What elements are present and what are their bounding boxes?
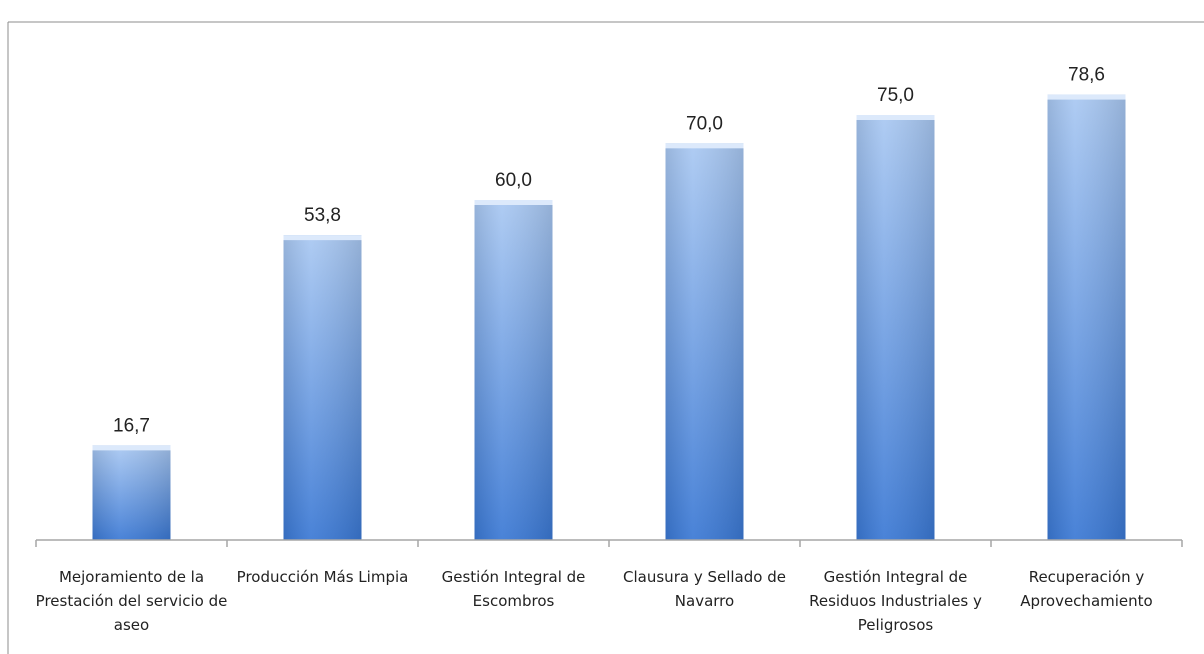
category-label-5: Gestión Integral de Residuos Industriales… xyxy=(809,568,982,634)
bar-shade xyxy=(474,200,553,540)
category-label-line: Residuos Industriales y xyxy=(809,592,982,610)
category-label-line: Navarro xyxy=(675,592,734,610)
bar-5 xyxy=(856,115,935,540)
category-label-line: Recuperación y xyxy=(1029,568,1145,586)
bar-shade xyxy=(92,445,171,540)
category-label-1: Mejoramiento de la Prestación del servici… xyxy=(36,568,228,634)
category-label-4: Clausura y Sellado de Navarro xyxy=(623,568,786,610)
bar-1 xyxy=(92,445,171,540)
category-label-line: Gestión Integral de xyxy=(824,568,968,586)
bar-3 xyxy=(474,200,553,540)
bar-cap xyxy=(92,445,171,451)
category-label-3: Gestión Integral de Escombros xyxy=(442,568,586,610)
bars-layer xyxy=(92,94,1126,541)
value-label-3: 60,0 xyxy=(495,170,532,191)
category-label-line: Aprovechamiento xyxy=(1020,592,1152,610)
category-label-line: Escombros xyxy=(473,592,555,610)
category-label-line: aseo xyxy=(114,616,149,634)
bar-shade xyxy=(856,115,935,540)
bar-cap xyxy=(474,200,553,205)
bar-cap xyxy=(665,143,744,149)
bar-cap xyxy=(283,235,362,241)
value-label-1: 16,7 xyxy=(113,415,150,436)
category-label-line: Clausura y Sellado de xyxy=(623,568,786,586)
value-label-2: 53,8 xyxy=(304,205,341,226)
bar-4 xyxy=(665,143,744,541)
category-label-6: Recuperación y Aprovechamiento xyxy=(1020,568,1152,610)
bar-6 xyxy=(1047,94,1126,540)
category-label-line: Producción Más Limpia xyxy=(237,568,409,586)
value-label-6: 78,6 xyxy=(1068,65,1105,86)
x-axis-ticks xyxy=(35,540,1183,547)
category-label-line: Peligrosos xyxy=(858,616,934,634)
category-label-line: Gestión Integral de xyxy=(442,568,586,586)
value-label-5: 75,0 xyxy=(877,85,914,106)
bar-cap xyxy=(856,115,935,120)
value-labels-layer: 16,7 53,8 60,0 70,0 75,0 78,6 xyxy=(113,65,1105,437)
bar-shade xyxy=(283,235,362,540)
bar-shade xyxy=(1047,94,1126,540)
bar-shade xyxy=(665,143,744,541)
category-label-line: Prestación del servicio de xyxy=(36,592,228,610)
category-labels-layer: Mejoramiento de la Prestación del servici… xyxy=(36,568,1153,634)
bar-2 xyxy=(283,235,362,540)
category-label-2: Producción Más Limpia xyxy=(237,568,409,586)
category-label-line: Mejoramiento de la xyxy=(59,568,204,586)
value-label-4: 70,0 xyxy=(686,113,723,134)
bar-cap xyxy=(1047,94,1126,100)
